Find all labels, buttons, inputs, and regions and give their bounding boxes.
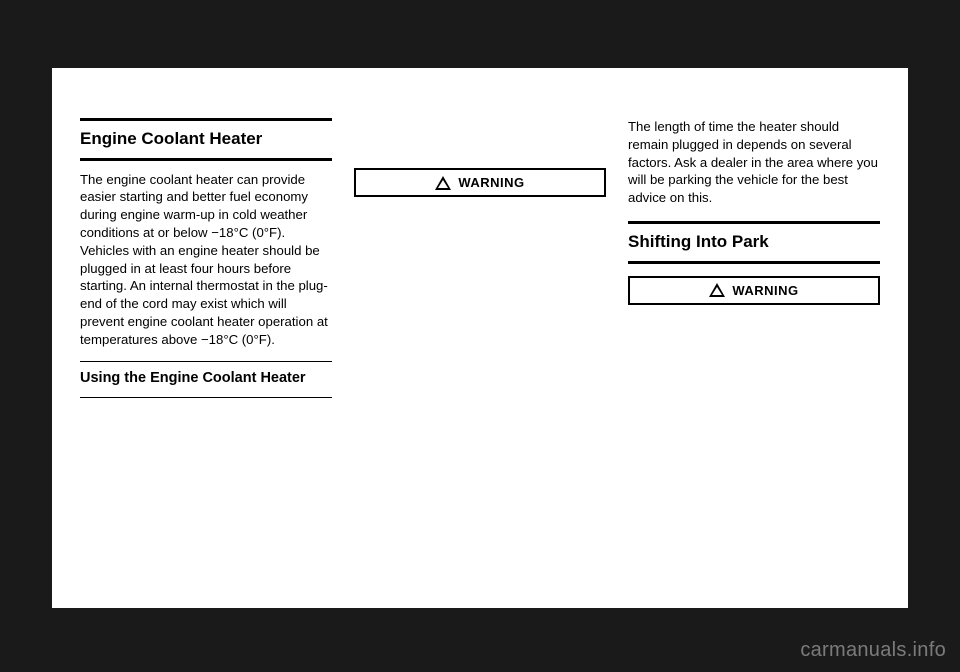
column-3: The length of time the heater should rem…	[628, 118, 880, 588]
warning-label: WARNING	[458, 175, 524, 190]
body-coolant-heater-desc: The engine coolant heater can provide ea…	[80, 167, 332, 349]
rule-under-h2	[80, 397, 332, 399]
watermark-text: carmanuals.info	[800, 639, 946, 662]
rule-under-h1	[80, 158, 332, 161]
heading-shifting-into-park: Shifting Into Park	[628, 230, 880, 255]
warning-label-c3: WARNING	[732, 283, 798, 298]
heading-engine-coolant-heater: Engine Coolant Heater	[80, 127, 332, 152]
manual-page: Engine Coolant Heater The engine coolant…	[52, 68, 908, 608]
warning-triangle-icon	[709, 283, 725, 297]
column-2: WARNING	[354, 118, 606, 588]
rule-top-c3	[628, 221, 880, 224]
rule-top	[80, 118, 332, 121]
warning-triangle-icon	[435, 176, 451, 190]
rule-under-h1-c3	[628, 261, 880, 264]
rule-above-h2	[80, 361, 332, 363]
warning-box-c3: WARNING	[628, 276, 880, 305]
warning-box: WARNING	[354, 168, 606, 197]
body-heater-duration: The length of time the heater should rem…	[628, 118, 880, 207]
spacer	[354, 118, 606, 156]
column-1: Engine Coolant Heater The engine coolant…	[80, 118, 332, 588]
heading-using-coolant-heater: Using the Engine Coolant Heater	[80, 368, 332, 390]
